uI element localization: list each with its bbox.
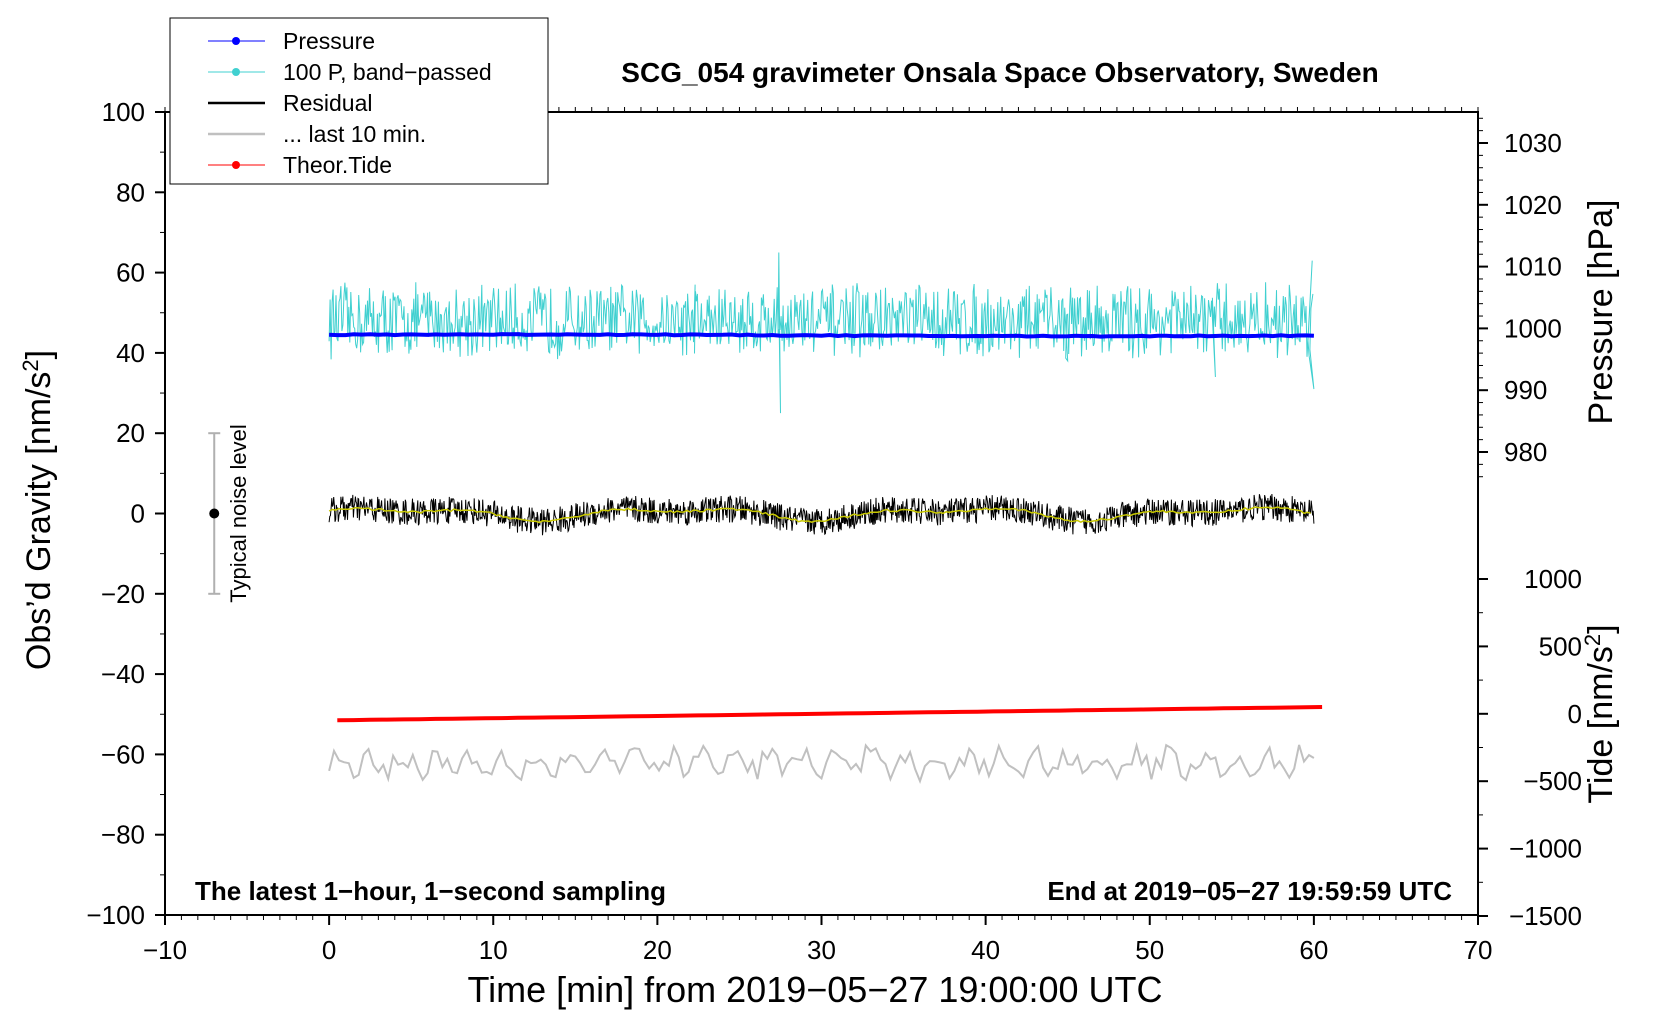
x-tick-label: 50 [1135, 935, 1164, 965]
y-tick-label: −80 [101, 820, 145, 850]
y-axis-label-tide-sup: 2 [1580, 634, 1605, 646]
legend-marker [232, 37, 240, 45]
x-tick-label: 20 [643, 935, 672, 965]
y-axis-label-left: Obs’d Gravity [nm/s2] [18, 350, 59, 670]
y-tick-label: 80 [116, 177, 145, 207]
y-axis-label-left-main: Obs’d Gravity [nm/s [20, 372, 58, 671]
legend-label: Residual [283, 90, 373, 116]
tide-tick-label: 0 [1568, 699, 1582, 729]
legend-marker [232, 161, 240, 169]
series-residual-smoothed [328, 506, 1311, 524]
series-last-10-min [328, 741, 1315, 785]
chart-title: SCG_054 gravimeter Onsala Space Observat… [621, 57, 1378, 88]
pressure-tick-label: 980 [1504, 437, 1547, 467]
pressure-tick-label: 1010 [1504, 252, 1562, 282]
y-tick-label: 0 [131, 499, 145, 529]
y-tick-label: −100 [86, 900, 145, 930]
noise-bar-center [209, 508, 220, 519]
series-layer [328, 252, 1323, 785]
tide-tick-label: −500 [1523, 766, 1582, 796]
series-residual [328, 493, 1315, 536]
y-tick-label: −40 [101, 659, 145, 689]
pressure-tick-label: 1030 [1504, 128, 1562, 158]
y-axis-label-tide: Tide [nm/s2] [1580, 624, 1621, 803]
legend-item: Theor.Tide [208, 152, 392, 178]
series-bandpassed-pressure [328, 252, 1315, 414]
legend-item: Residual [208, 90, 373, 116]
pressure-tick-label: 1000 [1504, 313, 1562, 343]
legend-label: Theor.Tide [283, 152, 392, 178]
x-tick-label: 0 [322, 935, 336, 965]
tide-tick-label: −1500 [1509, 901, 1582, 931]
legend-box [169, 17, 549, 185]
x-tick-label: 10 [479, 935, 508, 965]
axes-layer: −10 0 10 20 30 40 50 60 70−100−80−60−40−20020406… [86, 97, 1582, 965]
legend-item: ... last 10 min. [208, 121, 426, 147]
y-axis-label-left-sup: 2 [18, 359, 43, 371]
y-tick-label: 20 [116, 418, 145, 448]
legend-item: 100 P, band−passed [208, 59, 492, 85]
y-tick-label: −20 [101, 579, 145, 609]
y-axis-label-tide-main: Tide [nm/s [1582, 646, 1620, 803]
y-axis-label-tide-tail: ] [1582, 624, 1620, 633]
legend-label: ... last 10 min. [283, 121, 426, 147]
annotation-right: End at 2019−05−27 19:59:59 UTC [1047, 876, 1452, 906]
noise-bar-label: Typical noise level [226, 424, 251, 603]
y-tick-label: 100 [102, 97, 145, 127]
y-axis-label-left-tail: ] [20, 350, 58, 359]
x-tick-label: 70 [1464, 935, 1493, 965]
y-axis-label-pressure: Pressure [hPa] [1582, 200, 1620, 425]
tide-tick-label: 1000 [1524, 564, 1582, 594]
tide-tick-label: 500 [1539, 631, 1582, 661]
legend-label: Pressure [283, 28, 375, 54]
y-tick-label: −60 [101, 739, 145, 769]
y-tick-label: 60 [116, 258, 145, 288]
x-tick-label: 60 [1299, 935, 1328, 965]
x-tick-label: 30 [807, 935, 836, 965]
noise-bar: Typical noise level [208, 424, 251, 603]
legend: Pressure 100 P, band−passed Residual ... la… [169, 17, 549, 185]
x-tick-label: −10 [143, 935, 187, 965]
pressure-tick-label: 1020 [1504, 190, 1562, 220]
tide-tick-label: −1000 [1509, 834, 1582, 864]
x-axis-label: Time [min] from 2019−05−27 19:00:00 UTC [467, 969, 1162, 1010]
x-tick-label: 40 [971, 935, 1000, 965]
series-pressure [329, 332, 1314, 339]
annotation-left: The latest 1−hour, 1−second sampling [195, 876, 666, 906]
y-tick-label: 40 [116, 338, 145, 368]
pressure-tick-label: 990 [1504, 375, 1547, 405]
series-theoretical-tide [337, 705, 1323, 723]
legend-item: Pressure [208, 28, 375, 54]
legend-marker [232, 68, 240, 76]
legend-label: 100 P, band−passed [283, 59, 492, 85]
